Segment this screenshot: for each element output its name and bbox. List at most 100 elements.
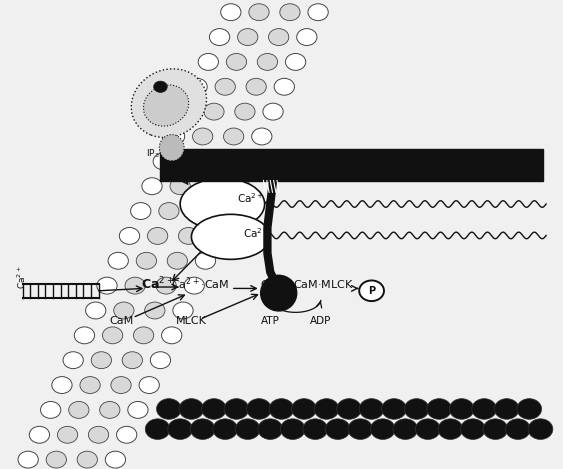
Circle shape [297, 29, 317, 45]
Ellipse shape [131, 69, 207, 137]
Circle shape [263, 103, 283, 120]
Circle shape [235, 419, 260, 439]
Circle shape [213, 419, 238, 439]
Circle shape [105, 451, 126, 468]
Circle shape [472, 399, 497, 419]
Circle shape [29, 426, 50, 443]
Circle shape [57, 426, 78, 443]
Circle shape [382, 399, 406, 419]
Circle shape [258, 419, 283, 439]
Text: Ca$^{2+}$: Ca$^{2+}$ [237, 191, 264, 205]
Bar [160, 149, 543, 181]
Circle shape [142, 178, 162, 195]
Circle shape [483, 419, 508, 439]
Text: ATP: ATP [261, 316, 280, 326]
Circle shape [209, 29, 230, 45]
Circle shape [119, 227, 140, 244]
Ellipse shape [191, 214, 270, 259]
Circle shape [122, 352, 142, 369]
Circle shape [201, 178, 221, 195]
Circle shape [184, 277, 204, 294]
Circle shape [224, 399, 249, 419]
Circle shape [449, 399, 474, 419]
Circle shape [240, 153, 261, 170]
Circle shape [139, 377, 159, 393]
Circle shape [314, 399, 339, 419]
Circle shape [167, 252, 187, 269]
Circle shape [157, 399, 181, 419]
Circle shape [128, 401, 148, 418]
Circle shape [393, 419, 418, 439]
Circle shape [162, 327, 182, 344]
Text: Ca$^{2+}$: Ca$^{2+}$ [243, 226, 270, 240]
Circle shape [150, 352, 171, 369]
Text: CaM: CaM [109, 316, 133, 326]
Circle shape [221, 4, 241, 21]
Circle shape [229, 178, 249, 195]
Circle shape [77, 451, 97, 468]
Circle shape [218, 203, 238, 219]
Circle shape [257, 53, 278, 70]
Circle shape [156, 277, 176, 294]
Circle shape [190, 203, 210, 219]
Circle shape [187, 78, 207, 95]
Circle shape [111, 377, 131, 393]
Circle shape [303, 419, 328, 439]
Circle shape [41, 401, 61, 418]
Circle shape [404, 399, 429, 419]
Circle shape [145, 419, 170, 439]
Circle shape [195, 252, 216, 269]
Circle shape [359, 399, 384, 419]
Text: IP$_3$: IP$_3$ [146, 147, 160, 159]
Circle shape [18, 451, 38, 468]
Circle shape [178, 227, 199, 244]
Circle shape [285, 53, 306, 70]
Circle shape [190, 419, 215, 439]
Circle shape [198, 53, 218, 70]
Circle shape [114, 302, 134, 319]
Circle shape [517, 399, 542, 419]
Circle shape [80, 377, 100, 393]
Circle shape [88, 426, 109, 443]
Circle shape [153, 153, 173, 170]
Circle shape [235, 103, 255, 120]
Ellipse shape [159, 135, 184, 161]
Circle shape [148, 227, 168, 244]
Circle shape [506, 419, 530, 439]
Circle shape [461, 419, 485, 439]
Circle shape [247, 399, 271, 419]
Circle shape [337, 399, 361, 419]
Circle shape [181, 153, 202, 170]
Ellipse shape [261, 275, 297, 311]
Circle shape [136, 252, 157, 269]
Circle shape [170, 178, 190, 195]
Circle shape [427, 399, 452, 419]
Circle shape [100, 401, 120, 418]
Circle shape [280, 419, 305, 439]
Circle shape [46, 451, 66, 468]
Circle shape [159, 203, 179, 219]
Circle shape [133, 327, 154, 344]
Circle shape [224, 128, 244, 145]
Circle shape [173, 302, 193, 319]
Text: Ca$^{2+}$·CaM·MLCK: Ca$^{2+}$·CaM·MLCK [260, 275, 354, 292]
Text: Ca$^{2+}$: Ca$^{2+}$ [15, 265, 28, 288]
Circle shape [179, 399, 204, 419]
Circle shape [269, 29, 289, 45]
Circle shape [164, 128, 185, 145]
Circle shape [238, 29, 258, 45]
Text: P: P [368, 286, 375, 296]
Ellipse shape [144, 85, 189, 126]
Circle shape [249, 4, 269, 21]
Circle shape [246, 78, 266, 95]
Circle shape [154, 81, 167, 92]
Circle shape [145, 302, 165, 319]
Circle shape [86, 302, 106, 319]
Circle shape [91, 352, 111, 369]
Circle shape [52, 377, 72, 393]
Circle shape [69, 401, 89, 418]
Circle shape [308, 4, 328, 21]
Circle shape [202, 399, 226, 419]
Circle shape [274, 78, 294, 95]
Circle shape [125, 277, 145, 294]
